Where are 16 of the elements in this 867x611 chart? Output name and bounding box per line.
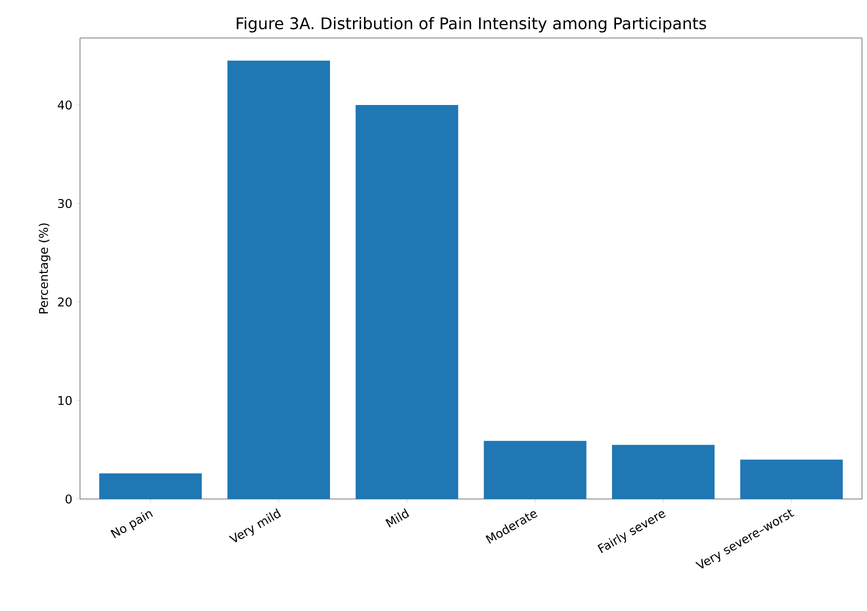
x-tick-label: No pain: [110, 511, 153, 538]
bar: [612, 444, 715, 500]
bar: [484, 440, 586, 500]
y-tick-label: 20: [58, 297, 72, 307]
y-axis-title: Percentage (%): [38, 223, 50, 314]
y-tick-label: 10: [58, 396, 72, 406]
bar: [356, 104, 458, 500]
bar: [227, 60, 330, 500]
x-tick-label: Mild: [385, 508, 410, 528]
bar: [740, 460, 843, 500]
chart-title: Figure 3A. Distribution of Pain Intensity among Participants: [236, 16, 706, 32]
y-tick-label: 30: [58, 198, 72, 208]
y-tick-label: 40: [58, 100, 72, 110]
x-tick-label: Very mild: [228, 508, 282, 542]
y-tick-label: 0: [66, 494, 72, 504]
bar: [99, 473, 202, 500]
